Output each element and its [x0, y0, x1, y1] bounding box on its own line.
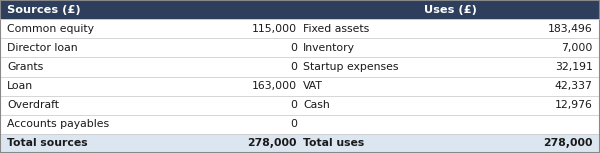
- Text: 278,000: 278,000: [544, 138, 593, 148]
- Text: 7,000: 7,000: [562, 43, 593, 53]
- Bar: [0, 115, 600, 134]
- Bar: [0, 19, 600, 38]
- Text: 163,000: 163,000: [252, 81, 297, 91]
- Text: 115,000: 115,000: [252, 24, 297, 34]
- Text: Accounts payables: Accounts payables: [7, 119, 109, 129]
- Text: 32,191: 32,191: [555, 62, 593, 72]
- Text: Inventory: Inventory: [303, 43, 355, 53]
- Text: 0: 0: [290, 43, 297, 53]
- Text: Fixed assets: Fixed assets: [303, 24, 369, 34]
- Text: 0: 0: [290, 119, 297, 129]
- Text: 183,496: 183,496: [548, 24, 593, 34]
- Text: Sources (£): Sources (£): [7, 5, 81, 15]
- Bar: [0, 57, 600, 76]
- Bar: [0, 0, 600, 19]
- Text: VAT: VAT: [303, 81, 323, 91]
- Text: Common equity: Common equity: [7, 24, 94, 34]
- Text: Grants: Grants: [7, 62, 43, 72]
- Text: Director loan: Director loan: [7, 43, 78, 53]
- Bar: [0, 96, 600, 115]
- Text: Loan: Loan: [7, 81, 34, 91]
- Text: Overdraft: Overdraft: [7, 100, 59, 110]
- Text: 42,337: 42,337: [555, 81, 593, 91]
- Text: 278,000: 278,000: [248, 138, 297, 148]
- Text: 12,976: 12,976: [555, 100, 593, 110]
- Text: Total sources: Total sources: [7, 138, 88, 148]
- Text: 0: 0: [290, 62, 297, 72]
- Text: 0: 0: [290, 100, 297, 110]
- Bar: [0, 38, 600, 57]
- Bar: [0, 76, 600, 96]
- Bar: [0, 134, 600, 153]
- Text: Uses (£): Uses (£): [424, 5, 476, 15]
- Text: Startup expenses: Startup expenses: [303, 62, 398, 72]
- Text: Total uses: Total uses: [303, 138, 364, 148]
- Text: Cash: Cash: [303, 100, 330, 110]
